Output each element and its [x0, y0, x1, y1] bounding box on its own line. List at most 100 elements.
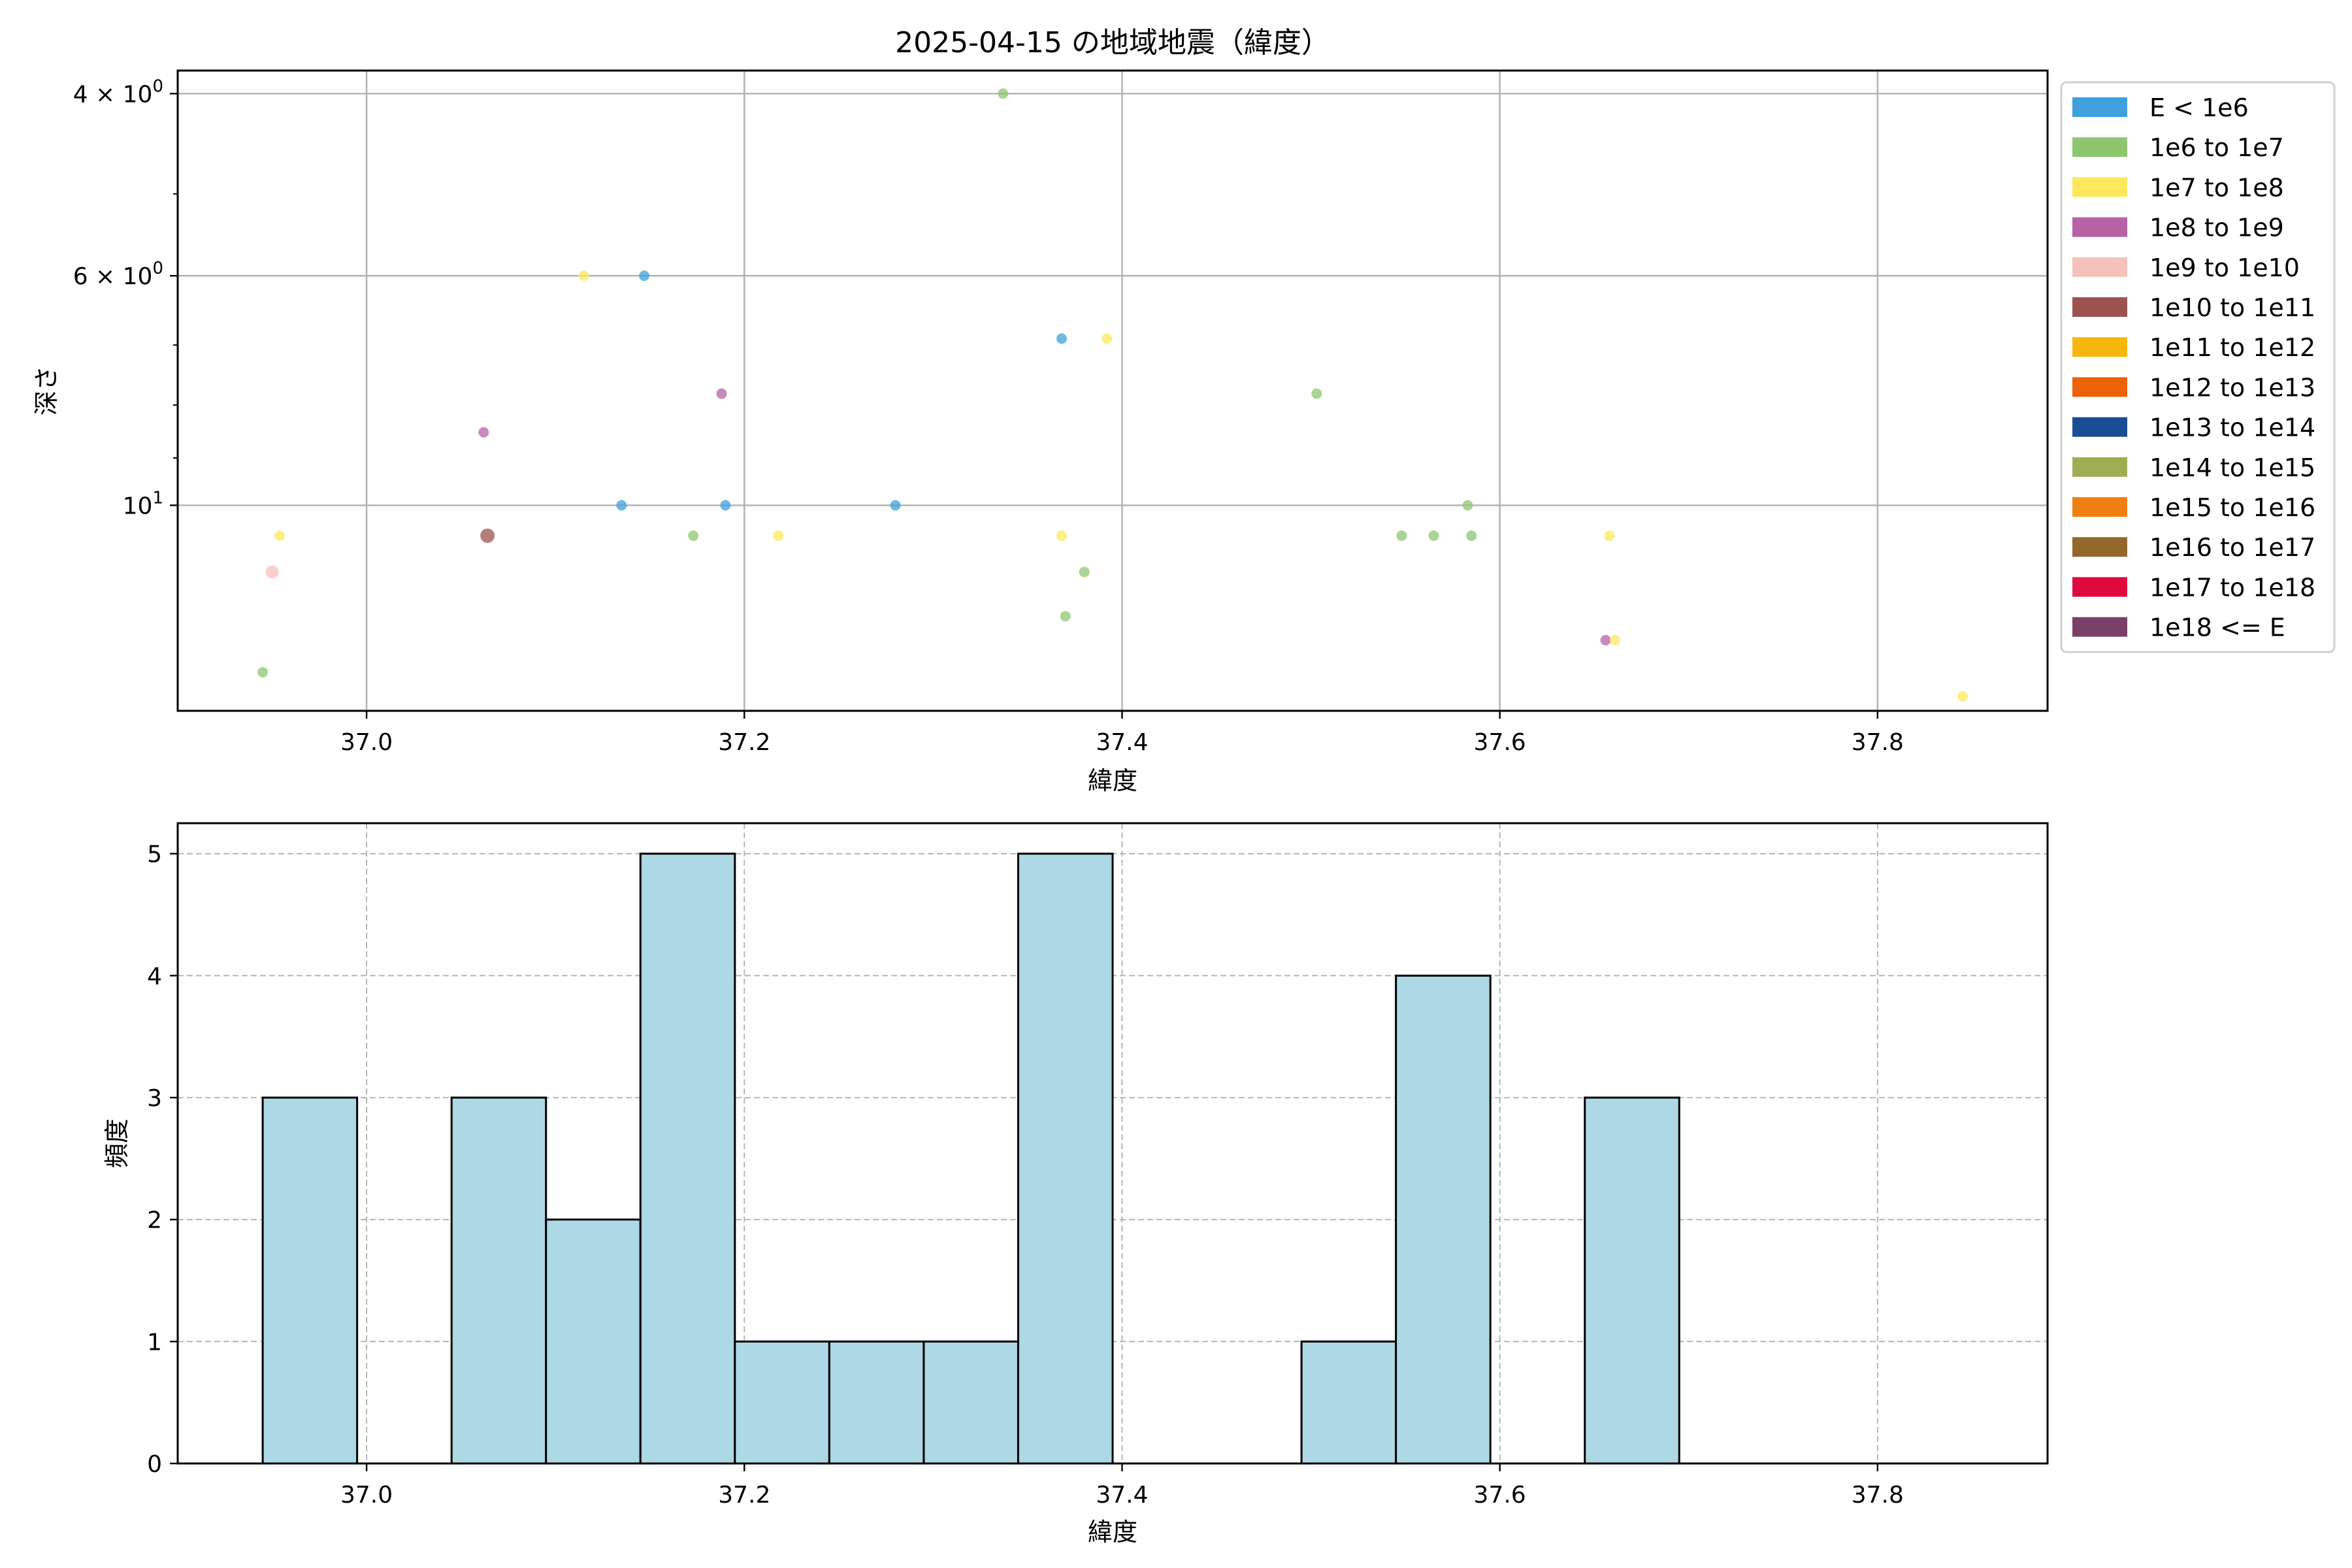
scatter-point — [1957, 691, 1968, 702]
y-tick-base: 10 — [123, 493, 153, 519]
histogram-y-tick-label: 0 — [147, 1451, 162, 1478]
legend-swatch — [2072, 457, 2127, 477]
histogram-plot: 37.0 37.2 37.4 37.6 37.8 0 1 2 3 4 5 緯度 頻度 — [103, 822, 2049, 1546]
legend-label: 1e8 to 1e9 — [2149, 214, 2284, 242]
scatter-point — [890, 500, 901, 511]
legend-label: 1e18 <= E — [2149, 613, 2285, 642]
histogram-bar — [923, 1340, 1019, 1465]
histogram-y-label: 頻度 — [103, 1119, 131, 1168]
legend-label: 1e10 to 1e11 — [2149, 293, 2315, 322]
scatter-point — [616, 500, 627, 511]
scatter-point — [578, 270, 589, 282]
scatter-y-tick-label: 6 × 100 — [73, 259, 163, 290]
scatter-x-ticks: 37.0 37.2 37.4 37.6 37.8 — [340, 711, 1904, 756]
scatter-x-tick-label: 37.8 — [1852, 729, 1904, 756]
histogram-bar — [734, 1340, 830, 1465]
scatter-x-tick-label: 37.2 — [718, 729, 770, 756]
legend-label: 1e7 to 1e8 — [2149, 173, 2284, 202]
histogram-x-ticks: 37.0 37.2 37.4 37.6 37.8 — [340, 1463, 1904, 1509]
legend-label: 1e11 to 1e12 — [2149, 333, 2315, 362]
histogram-x-tick-label: 37.0 — [340, 1482, 393, 1509]
histogram-y-tick-label: 2 — [147, 1207, 162, 1234]
scatter-x-tick-label: 37.6 — [1474, 729, 1526, 756]
histogram-bar — [828, 1340, 925, 1465]
histogram-frame — [176, 822, 2049, 1465]
scatter-point — [1311, 388, 1322, 399]
histogram-bar — [450, 1096, 547, 1465]
legend-swatch — [2072, 577, 2127, 597]
legend-label: E < 1e6 — [2149, 93, 2249, 122]
scatter-point — [265, 565, 279, 579]
histogram-y-ticks: 0 1 2 3 4 5 — [147, 841, 178, 1478]
legend-swatch — [2072, 537, 2127, 557]
legend-swatch — [2072, 337, 2127, 357]
scatter-point — [773, 530, 784, 541]
legend-swatch — [2072, 217, 2127, 237]
histogram-x-tick-label: 37.6 — [1474, 1482, 1526, 1509]
histogram-bars — [261, 853, 1680, 1465]
histogram-bar — [1584, 1096, 1680, 1465]
scatter-point — [998, 88, 1009, 99]
legend-swatch — [2072, 97, 2127, 117]
scatter-point — [1604, 530, 1615, 541]
scatter-points — [257, 88, 1968, 702]
scatter-point — [1056, 530, 1067, 541]
histogram-bar — [1017, 853, 1114, 1465]
scatter-x-label: 緯度 — [1088, 766, 1137, 795]
scatter-point — [1428, 530, 1439, 541]
legend-swatch — [2072, 137, 2127, 157]
scatter-y-label: 深さ — [32, 366, 61, 416]
scatter-point — [1462, 500, 1473, 511]
scatter-point — [1102, 333, 1113, 344]
scatter-point — [274, 530, 286, 541]
legend-label: 1e13 to 1e14 — [2149, 414, 2315, 442]
legend-label: 1e15 to 1e16 — [2149, 493, 2315, 522]
y-tick-exponent: 1 — [152, 488, 163, 508]
legend-label: 1e17 to 1e18 — [2149, 573, 2315, 602]
histogram-x-tick-label: 37.4 — [1096, 1482, 1148, 1509]
scatter-point — [1396, 530, 1407, 541]
legend-swatch — [2072, 257, 2127, 277]
legend-label: 1e16 to 1e17 — [2149, 533, 2315, 562]
histogram-bar — [1300, 1340, 1397, 1465]
scatter-point — [478, 427, 489, 438]
scatter-plot-area — [178, 71, 2048, 711]
y-tick-exponent: 0 — [152, 259, 163, 278]
scatter-point — [480, 528, 495, 543]
legend-label: 1e12 to 1e13 — [2149, 373, 2315, 402]
scatter-point — [1600, 634, 1611, 645]
scatter-point — [1609, 634, 1620, 645]
scatter-x-tick-label: 37.4 — [1096, 729, 1148, 756]
y-tick-exponent: 0 — [152, 76, 163, 96]
histogram-bar — [545, 1218, 642, 1465]
scatter-y-ticks: 4 × 100 6 × 100 101 — [73, 76, 178, 519]
scatter-point — [1056, 333, 1067, 344]
histogram-bar — [639, 853, 736, 1465]
histogram-y-tick-label: 5 — [147, 841, 162, 868]
legend-swatch — [2072, 617, 2127, 637]
legend-items: E < 1e6 1e6 to 1e7 1e7 to 1e8 1e8 to 1e9 1e9… — [2072, 93, 2315, 642]
legend: E < 1e6 1e6 to 1e7 1e7 to 1e8 1e8 to 1e9 1e9… — [2060, 81, 2336, 653]
scatter-point — [257, 666, 269, 678]
legend-label: 1e6 to 1e7 — [2149, 133, 2284, 162]
legend-label: 1e14 to 1e15 — [2149, 453, 2315, 482]
scatter-title: 2025-04-15 の地域地震（緯度） — [895, 26, 1330, 59]
histogram-y-tick-label: 1 — [147, 1329, 162, 1356]
legend-swatch — [2072, 417, 2127, 437]
scatter-y-tick-label: 4 × 100 — [73, 76, 163, 108]
histogram-bar — [261, 1096, 359, 1465]
scatter-x-tick-label: 37.0 — [340, 729, 393, 756]
legend-box — [2060, 81, 2336, 653]
scatter-grid — [178, 71, 2048, 711]
scatter-point — [1079, 566, 1090, 578]
histogram-x-tick-label: 37.8 — [1852, 1482, 1904, 1509]
scatter-plot: 37.0 37.2 37.4 37.6 37.8 4 × 100 6 × 100 101 2… — [32, 26, 2049, 795]
scatter-point — [1466, 530, 1477, 541]
histogram-bar — [1395, 974, 1492, 1465]
legend-swatch — [2072, 377, 2127, 397]
scatter-point — [720, 500, 731, 511]
scatter-point — [688, 530, 699, 541]
legend-swatch — [2072, 297, 2127, 317]
histogram-y-tick-label: 4 — [147, 963, 162, 990]
